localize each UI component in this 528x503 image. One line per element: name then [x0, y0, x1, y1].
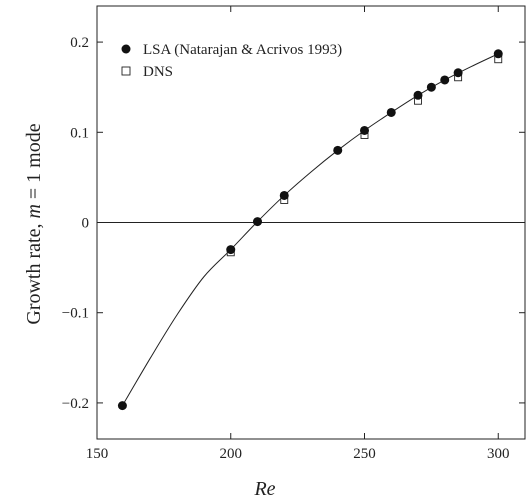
legend: LSA (Natarajan & Acrivos 1993) DNS: [121, 42, 342, 80]
y-tick-label: 0.2: [70, 35, 89, 51]
x-tick-label: 300: [487, 446, 510, 462]
lsa-point: [426, 82, 436, 92]
legend-marker-lsa: [121, 44, 131, 54]
lsa-point: [493, 49, 503, 59]
lsa-point: [253, 217, 262, 227]
y-tick-label: 0: [82, 216, 90, 232]
lsa-point: [386, 107, 396, 117]
y-axis-title-mode-symbol: m: [23, 204, 45, 218]
lsa-point: [413, 90, 423, 100]
x-axis: 150 200 250 300: [86, 6, 510, 462]
y-axis-title-suffix: = 1 mode: [23, 123, 45, 204]
y-axis: −0.2 −0.1 0 0.1 0.2: [62, 35, 525, 412]
y-axis-title-prefix: Growth rate,: [23, 219, 45, 325]
series-dns: [226, 55, 503, 257]
lsa-point: [333, 145, 343, 155]
legend-marker-dns: [121, 66, 131, 76]
legend-label-lsa: LSA (Natarajan & Acrivos 1993): [143, 42, 342, 58]
lsa-point: [226, 245, 236, 255]
series-lsa: [117, 49, 503, 411]
y-tick-label: 0.1: [70, 125, 89, 141]
lsa-point: [279, 190, 289, 200]
lsa-point: [453, 68, 463, 78]
lsa-point: [117, 401, 127, 411]
y-tick-label: −0.2: [62, 396, 89, 412]
lsa-point: [360, 125, 369, 135]
y-tick-label: −0.1: [62, 306, 89, 322]
lsa-point: [440, 75, 450, 85]
x-tick-label: 150: [86, 446, 109, 462]
lsa-fit-curve: [121, 53, 499, 406]
x-axis-title: Re: [253, 478, 275, 500]
x-tick-label: 200: [220, 446, 243, 462]
legend-label-dns: DNS: [143, 64, 173, 80]
y-axis-title: Growth rate, m = 1 mode: [23, 123, 45, 324]
x-tick-label: 250: [353, 446, 376, 462]
